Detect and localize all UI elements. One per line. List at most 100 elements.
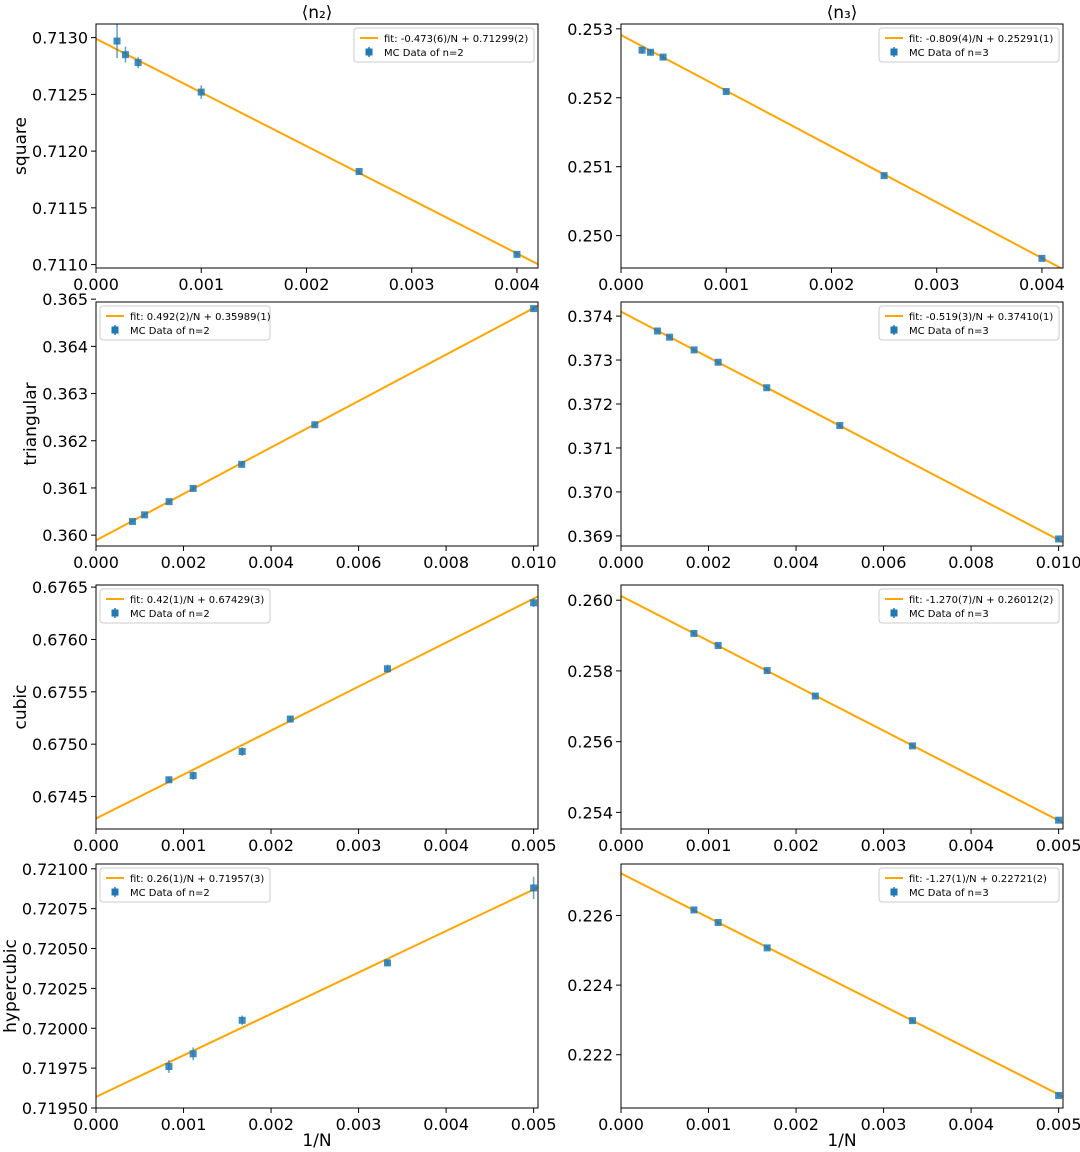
data-marker [113,37,121,45]
legend-box [99,305,271,341]
fit-line [621,872,1063,1098]
y-tick-label: 0.254 [567,803,613,822]
panel-triangular-n2: 0.000 0.002 0.004 0.006 0.008 0.010 0.360 0.361… [42,290,556,572]
legend-fit-label: fit: -1.27(1)/N + 0.22721(2) [909,874,1047,885]
data-marker [1055,1091,1063,1099]
panel-square-n3: 0.000 0.001 0.002 0.003 0.004 0.250 0.251 0.252… [567,20,1065,294]
panel-cubic-n2: 0.000 0.001 0.002 0.003 0.004 0.005 0.6745 0.67… [32,578,557,855]
x-tick-label: 0.004 [773,553,819,572]
legend: fit: -0.809(4)/N + 0.25291(1) MC Data of … [878,27,1060,63]
row-label-cubic: cubic [11,685,31,730]
legend-fit-label: fit: -1.270(7)/N + 0.26012(2) [909,595,1053,606]
x-tick-label: 0.001 [703,275,749,294]
x-tick-label: 0.005 [511,1115,557,1134]
y-tick-label: 0.363 [42,385,88,404]
y-tick-label: 0.360 [42,526,88,545]
y-tick-label: 0.250 [567,227,613,246]
axes-frame [620,23,1064,269]
data-point [666,333,674,341]
x-tick-label: 0.002 [284,275,330,294]
data-point [128,517,136,525]
y-tick-label: 0.7120 [32,142,88,161]
legend-fit-label: fit: 0.492(2)/N + 0.35989(1) [130,312,271,323]
x-tick-label: 0.000 [598,1115,644,1134]
y-tick-label: 0.72000 [22,1019,88,1038]
x-tick-label: 0.001 [178,275,224,294]
data-marker [165,776,173,784]
legend-marker [365,48,373,56]
data-point [763,667,771,675]
legend-data-label: MC Data of n=2 [384,48,464,59]
data-point [638,46,646,54]
data-point [134,56,142,69]
x-tick-label: 0.001 [161,1115,207,1134]
y-tick-label: 0.7115 [32,199,88,218]
axes-frame [95,301,539,547]
column-title-n2: ⟨n₂⟩ [302,3,333,23]
x-tick-label: 0.002 [161,553,207,572]
data-marker [653,327,661,335]
y-tick-label: 0.72075 [22,900,88,919]
legend-box [878,305,1060,341]
data-point [763,384,771,392]
data-point [355,168,363,176]
legend: fit: -1.270(7)/N + 0.26012(2) MC Data of … [878,588,1060,624]
data-marker [134,59,142,67]
data-point [714,641,722,649]
data-point [238,1015,246,1026]
data-marker [286,715,294,723]
data-marker [189,772,197,780]
legend-marker [890,326,898,334]
data-marker [1038,254,1046,262]
legend-marker [111,609,119,617]
data-point [286,715,294,723]
data-marker [811,692,819,700]
legend-marker [890,888,898,896]
data-marker [714,918,722,926]
data-marker [530,884,538,892]
y-tick-label: 0.7110 [32,256,88,275]
data-marker [763,384,771,392]
x-tick-label: 0.005 [511,836,557,855]
data-point [908,1017,916,1025]
data-point [880,172,888,180]
data-marker [238,1016,246,1024]
data-point [238,747,246,756]
data-point [530,305,538,313]
axes-frame [620,863,1064,1109]
x-tick-label: 0.006 [336,553,382,572]
y-tick-label: 0.253 [567,20,613,39]
x-tick-label: 0.003 [336,836,382,855]
panel-hypercubic-n3: 0.000 0.001 0.002 0.003 0.004 0.005 0.222 0.224… [567,863,1080,1134]
data-marker [189,1050,197,1058]
data-point [690,346,698,354]
x-tick-label: 0.005 [1036,1115,1080,1134]
legend-fit-label: fit: -0.473(6)/N + 0.71299(2) [384,34,528,45]
legend-fit-label: fit: -0.519(3)/N + 0.37410(1) [909,312,1053,323]
data-marker [690,629,698,637]
x-tick-label: 0.005 [1036,836,1080,855]
data-marker [908,1017,916,1025]
data-point [383,664,391,673]
data-point [165,498,173,506]
data-marker [238,460,246,468]
data-marker [690,346,698,354]
legend-marker [111,888,119,896]
data-marker [659,53,667,61]
data-point [722,88,730,96]
y-tick-label: 0.362 [42,432,88,451]
panels: 0.000 0.001 0.002 0.003 0.004 0.7110 0.7115 0.7… [1,20,1080,1151]
y-tick-label: 0.364 [42,337,88,356]
data-marker [714,358,722,366]
data-point [141,511,149,519]
data-marker [763,667,771,675]
data-point [714,358,722,366]
x-tick-label: 0.003 [389,275,435,294]
x-tick-label: 0.004 [423,836,469,855]
legend: fit: 0.492(2)/N + 0.35989(1) MC Data of n… [99,305,271,341]
x-tick-label: 0.000 [73,275,119,294]
data-point [530,876,538,900]
y-tick-label: 0.365 [42,290,88,309]
data-point [189,771,197,780]
data-point [113,24,121,59]
